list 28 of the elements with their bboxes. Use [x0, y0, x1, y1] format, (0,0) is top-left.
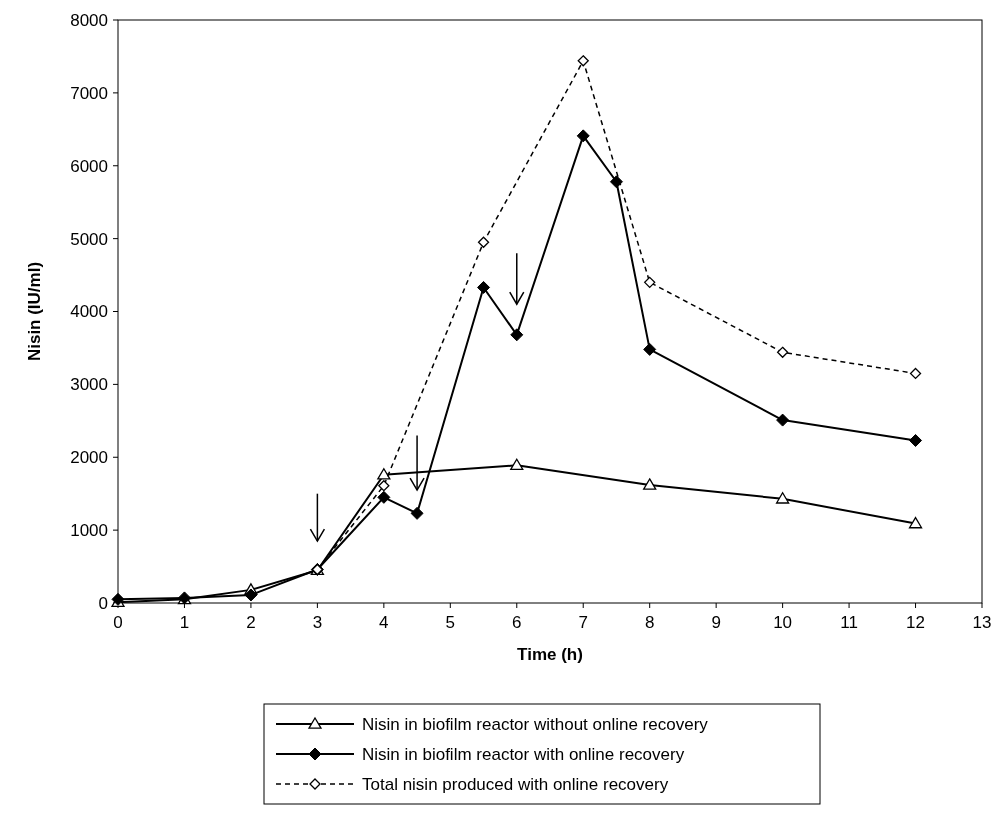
- y-tick-label: 7000: [70, 83, 108, 103]
- x-tick-label: 12: [906, 613, 925, 632]
- y-tick-label: 4000: [70, 302, 108, 322]
- x-tick-label: 8: [644, 613, 655, 632]
- x-tick-label: 6: [512, 613, 522, 632]
- y-axis-title: Nisin (IU/ml): [25, 261, 44, 362]
- y-tick-label: 6000: [70, 156, 108, 176]
- x-axis-title: Time (h): [517, 645, 583, 664]
- y-tick-label: 2000: [70, 448, 108, 468]
- x-tick-label: 9: [711, 613, 721, 632]
- x-tick-label: 4: [379, 613, 389, 632]
- x-tick-label: 5: [445, 613, 456, 632]
- y-tick-label: 5000: [70, 229, 108, 249]
- y-tick-label: 3000: [70, 375, 108, 395]
- legend-label: Total nisin produced with online recovery: [362, 774, 669, 794]
- x-tick-label: 11: [840, 613, 858, 632]
- y-tick-label: 8000: [70, 10, 108, 30]
- x-tick-label: 2: [246, 613, 256, 632]
- x-tick-label: 3: [312, 613, 323, 632]
- legend-label: Nisin in biofilm reactor without online recovery: [362, 714, 709, 734]
- y-tick-label: 1000: [70, 521, 108, 541]
- y-tick-label: 0: [98, 593, 108, 613]
- x-tick-label: 0: [113, 613, 123, 632]
- x-tick-label: 10: [773, 613, 793, 632]
- x-tick-label: 13: [972, 613, 992, 632]
- x-tick-label: 7: [578, 613, 588, 632]
- x-tick-label: 1: [179, 613, 190, 632]
- legend-label: Nisin in biofilm reactor with online recovery: [362, 744, 685, 764]
